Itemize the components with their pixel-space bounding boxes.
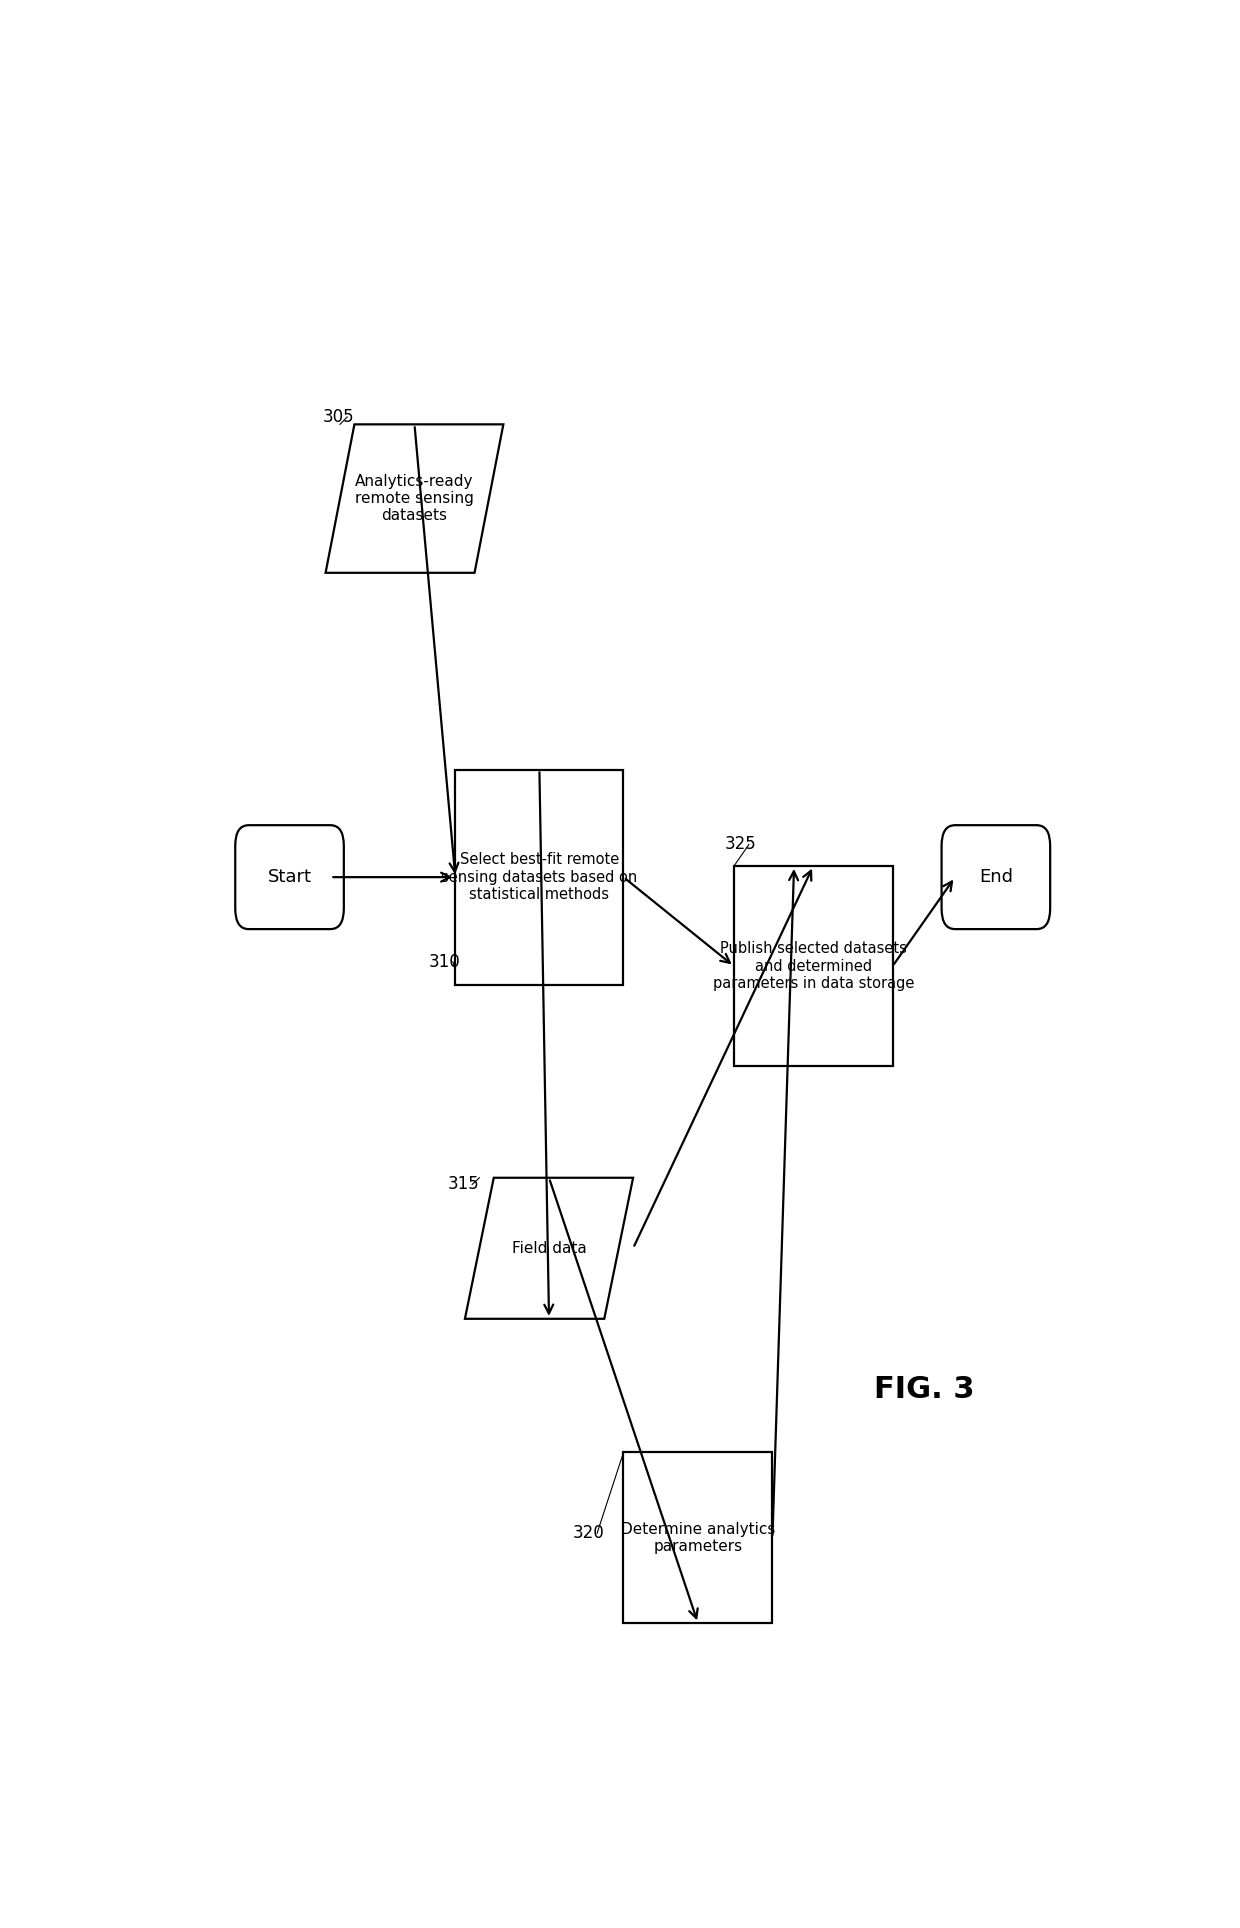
FancyBboxPatch shape xyxy=(941,825,1050,929)
FancyBboxPatch shape xyxy=(624,1452,773,1623)
Text: 305: 305 xyxy=(324,409,355,426)
Text: Determine analytics
parameters: Determine analytics parameters xyxy=(621,1521,775,1554)
Text: Field data: Field data xyxy=(512,1242,587,1255)
Text: Publish selected datasets
and determined
parameters in data storage: Publish selected datasets and determined… xyxy=(713,941,914,991)
FancyBboxPatch shape xyxy=(236,825,343,929)
Polygon shape xyxy=(326,424,503,573)
Text: Start: Start xyxy=(268,868,311,887)
FancyBboxPatch shape xyxy=(734,866,893,1066)
Text: FIG. 3: FIG. 3 xyxy=(873,1375,975,1404)
Text: 315: 315 xyxy=(448,1176,480,1193)
Polygon shape xyxy=(465,1178,634,1319)
Text: Select best-fit remote
sensing datasets based on
statistical methods: Select best-fit remote sensing datasets … xyxy=(441,852,637,902)
Text: Analytics-ready
remote sensing
datasets: Analytics-ready remote sensing datasets xyxy=(355,474,474,524)
Text: 325: 325 xyxy=(725,835,756,854)
Text: 320: 320 xyxy=(573,1525,605,1542)
Text: 310: 310 xyxy=(429,952,460,972)
Text: End: End xyxy=(978,868,1013,887)
FancyBboxPatch shape xyxy=(455,769,624,985)
